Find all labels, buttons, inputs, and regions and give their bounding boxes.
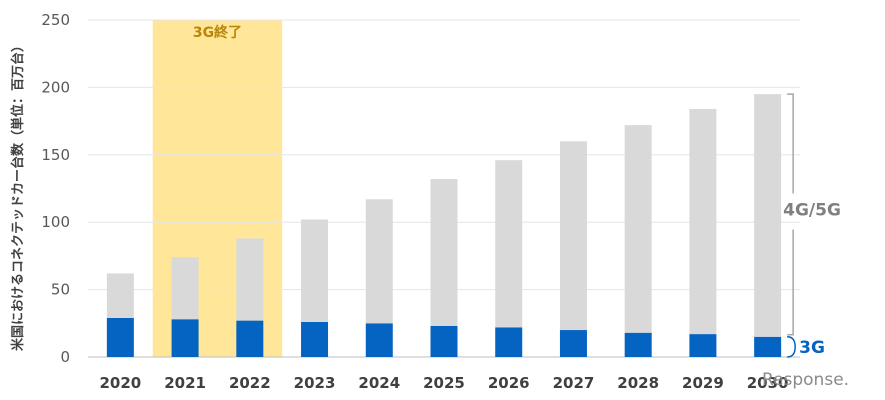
- bar-3g-2023: [301, 321, 329, 357]
- bar-4g5g-2024: [365, 199, 393, 324]
- bar-3g-2026: [495, 327, 523, 357]
- bracket-4g5g: [787, 93, 794, 336]
- y-tick-label: 100: [41, 213, 70, 231]
- bar-4g5g-2021: [171, 257, 199, 320]
- x-tick-label: 2021: [164, 374, 206, 392]
- x-tick-label: 2027: [553, 374, 595, 392]
- bar-4g5g-2026: [495, 160, 523, 328]
- bar-3g-2025: [430, 325, 458, 357]
- x-tick-label: 2029: [682, 374, 724, 392]
- series-label-3g: 3G: [799, 338, 825, 358]
- bar-4g5g-2028: [624, 125, 652, 333]
- y-tick-label: 50: [51, 281, 70, 299]
- y-tick-label: 150: [41, 146, 70, 164]
- highlight-label: 3G終了: [193, 24, 242, 41]
- x-tick-label: 2026: [488, 374, 530, 392]
- bar-4g5g-2027: [559, 141, 587, 331]
- bars-layer: [106, 94, 782, 357]
- bar-4g5g-2023: [301, 219, 329, 322]
- x-tick-label: 2030: [747, 374, 789, 392]
- bar-3g-2028: [624, 332, 652, 357]
- y-tick-label: 200: [41, 78, 70, 96]
- watermark: Response.: [762, 370, 849, 390]
- bar-3g-2020: [106, 317, 134, 357]
- bar-4g5g-2022: [236, 238, 264, 321]
- labels-layer: 2020 2021 2022 2023 2024 2025 2026 2027 2028 2029…: [99, 93, 841, 392]
- x-tick-label: 2028: [617, 374, 659, 392]
- bar-3g-2022: [236, 320, 264, 357]
- y-tick-label: 250: [41, 11, 70, 29]
- bar-4g5g-2020: [106, 273, 134, 318]
- y-axis-label: 米国におけるコネクテッドカー台数（単位：百万台）: [10, 39, 26, 351]
- series-label-4g5g: 4G/5G: [783, 200, 841, 220]
- bracket-3g: [787, 336, 796, 358]
- bar-3g-2027: [559, 330, 587, 357]
- bar-4g5g-2029: [689, 108, 717, 335]
- x-tick-label: 2025: [423, 374, 465, 392]
- bar-4g5g-2025: [430, 179, 458, 326]
- y-tick-label: 0: [60, 348, 70, 366]
- x-tick-label: 2020: [99, 374, 141, 392]
- x-tick-label: 2023: [294, 374, 336, 392]
- bar-4g5g-2030: [754, 94, 782, 337]
- x-tick-label: 2024: [358, 374, 400, 392]
- bar-3g-2029: [689, 334, 717, 357]
- bar-3g-2021: [171, 319, 199, 357]
- bar-3g-2030: [754, 336, 782, 357]
- bar-3g-2024: [365, 323, 393, 357]
- x-tick-label: 2022: [229, 374, 271, 392]
